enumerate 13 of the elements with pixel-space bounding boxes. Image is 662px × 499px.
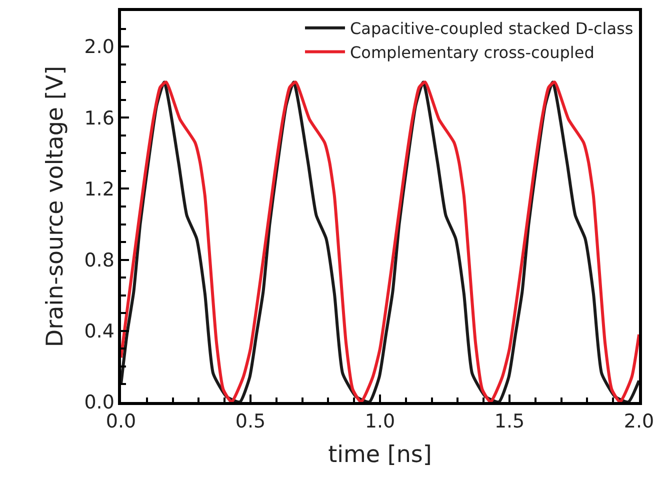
y-tick-label: 0.8	[84, 249, 114, 272]
x-axis-title: time [ns]	[328, 442, 432, 468]
y-tick-label: 2.0	[84, 36, 114, 58]
y-axis-title: Drain-source voltage [V]	[42, 66, 69, 348]
x-tick-label: 2.0	[624, 410, 654, 433]
y-tick-label: 1.2	[84, 178, 114, 200]
x-tick-label: 1.0	[364, 410, 396, 433]
legend-label: Capacitive-coupled stacked D-class	[350, 19, 634, 38]
x-tick-label: 1.5	[494, 410, 525, 433]
y-tick-label: 1.6	[84, 107, 114, 130]
x-tick-label: 0.5	[235, 410, 266, 433]
legend-label: Complementary cross-coupled	[350, 42, 594, 62]
y-tick-label: 0.4	[84, 320, 114, 343]
